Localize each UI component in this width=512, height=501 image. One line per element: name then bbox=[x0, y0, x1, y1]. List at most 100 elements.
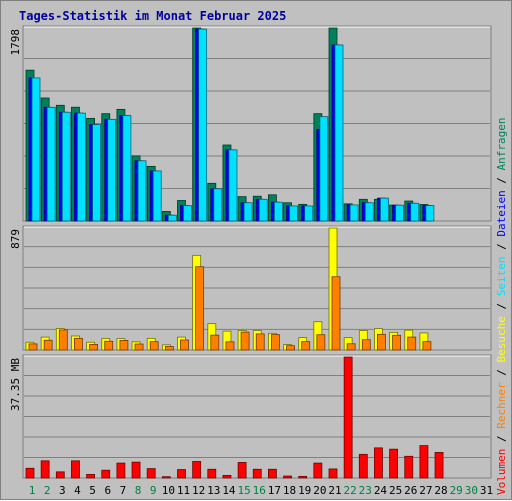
x-tick-label-day-4: 4 bbox=[74, 484, 81, 497]
x-tick-label-day-28: 28 bbox=[434, 484, 447, 497]
x-tick-label-day-30: 30 bbox=[465, 484, 478, 497]
x-tick-label-day-21: 21 bbox=[328, 484, 341, 497]
bar-seiten-day-12 bbox=[198, 28, 208, 222]
bar-volumen-day-16 bbox=[252, 468, 262, 479]
chart-panels: 1798 879 37.35 MB bbox=[9, 25, 492, 479]
x-tick-label-day-20: 20 bbox=[313, 484, 326, 497]
bar-volumen-day-19 bbox=[298, 475, 308, 479]
bar-volumen-day-1 bbox=[25, 467, 35, 479]
bar-seiten-day-11 bbox=[183, 205, 192, 222]
x-tick-label-day-31: 31 bbox=[480, 484, 493, 497]
x-tick-label-day-16: 16 bbox=[253, 484, 266, 497]
bar-volumen-day-13 bbox=[207, 468, 217, 479]
bar-seiten-day-9 bbox=[152, 170, 162, 222]
legend-item-dateien: Dateien bbox=[495, 190, 508, 236]
bar-volumen-day-10 bbox=[161, 476, 171, 479]
bar-volumen-day-9 bbox=[146, 468, 156, 479]
x-tick-label-day-12: 12 bbox=[192, 484, 205, 497]
bar-rechner-day-4 bbox=[74, 337, 83, 351]
legend-separator: / bbox=[495, 296, 508, 316]
legend-item-seiten: Seiten bbox=[495, 257, 508, 297]
x-tick-label-day-3: 3 bbox=[59, 484, 66, 497]
bar-rechner-day-12 bbox=[195, 266, 205, 351]
bar-volumen-day-3 bbox=[55, 471, 65, 479]
bar-volumen-day-5 bbox=[86, 474, 95, 479]
bar-volumen-day-26 bbox=[404, 455, 414, 479]
bar-rechner-day-17 bbox=[270, 334, 280, 351]
bar-volumen-day-7 bbox=[116, 462, 126, 479]
x-tick-label-day-29: 29 bbox=[450, 484, 463, 497]
bar-rechner-day-5 bbox=[89, 344, 98, 351]
x-tick-label-day-6: 6 bbox=[104, 484, 111, 497]
bar-rechner-day-15 bbox=[240, 331, 250, 351]
bar-volumen-day-21 bbox=[328, 468, 338, 479]
x-tick-label-day-15: 15 bbox=[237, 484, 250, 497]
bar-seiten-day-20 bbox=[319, 116, 329, 222]
bar-rechner-day-24 bbox=[377, 333, 386, 351]
bar-rechner-day-11 bbox=[180, 339, 189, 351]
x-tick-label-day-13: 13 bbox=[207, 484, 220, 497]
x-tick-label-day-19: 19 bbox=[298, 484, 311, 497]
bar-rechner-day-13 bbox=[210, 334, 220, 351]
bar-volumen-day-22 bbox=[343, 356, 353, 479]
legend-item-besuche: Besuche bbox=[495, 316, 508, 362]
bar-volumen-day-15 bbox=[237, 462, 247, 479]
x-tick-label-day-2: 2 bbox=[44, 484, 51, 497]
legend-separator: / bbox=[495, 237, 508, 257]
x-tick-label-day-18: 18 bbox=[283, 484, 296, 497]
x-tick-label-day-10: 10 bbox=[162, 484, 175, 497]
panel-middle-ymax-label: 879 bbox=[9, 229, 22, 249]
bar-rechner-day-16 bbox=[255, 333, 265, 351]
legend-separator: / bbox=[495, 363, 508, 383]
x-tick-label-day-25: 25 bbox=[389, 484, 402, 497]
bar-volumen-day-2 bbox=[40, 460, 50, 479]
x-axis-labels: 1 2 3 4 5 6 7 8 9 10 11 12 13 14 15 16 17 18 19 20 21 22 23 24 2… bbox=[29, 484, 493, 497]
bar-seiten-day-13 bbox=[213, 188, 223, 222]
bar-seiten-day-3 bbox=[61, 111, 71, 222]
bar-seiten-day-14 bbox=[228, 149, 238, 222]
x-tick-label-day-9: 9 bbox=[150, 484, 157, 497]
bar-seiten-day-5 bbox=[92, 124, 101, 222]
bar-seiten-day-15 bbox=[243, 202, 253, 222]
bar-seiten-day-22 bbox=[349, 204, 359, 222]
bar-rechner-day-25 bbox=[392, 334, 402, 351]
bar-seiten-day-17 bbox=[273, 201, 283, 222]
bar-rechner-day-8 bbox=[134, 343, 144, 351]
legend-separator: / bbox=[495, 429, 508, 449]
legend-item-rechner: Rechner bbox=[495, 382, 508, 429]
bar-volumen-day-6 bbox=[101, 469, 111, 479]
bar-seiten-day-10 bbox=[167, 214, 177, 222]
bar-seiten-day-23 bbox=[364, 202, 374, 222]
legend-item-volumen: Volumen bbox=[495, 449, 508, 495]
x-tick-label-day-11: 11 bbox=[177, 484, 190, 497]
bar-rechner-day-3 bbox=[58, 329, 68, 351]
x-tick-label-day-17: 17 bbox=[268, 484, 281, 497]
bar-seiten-day-16 bbox=[258, 198, 268, 222]
bar-rechner-day-19 bbox=[301, 341, 311, 351]
bar-rechner-day-20 bbox=[316, 334, 326, 351]
bar-seiten-day-18 bbox=[289, 205, 298, 222]
panel-top: 1798 bbox=[9, 25, 492, 222]
bar-volumen-day-25 bbox=[389, 448, 399, 479]
x-tick-label-day-26: 26 bbox=[404, 484, 417, 497]
legend-text: Volumen / Rechner / Besuche / Seiten / D… bbox=[495, 117, 508, 495]
x-tick-label-day-8: 8 bbox=[135, 484, 142, 497]
bar-volumen-day-24 bbox=[374, 447, 383, 479]
panel-top-ymax-label: 1798 bbox=[9, 29, 22, 56]
bar-volumen-day-18 bbox=[283, 475, 292, 479]
bar-seiten-day-4 bbox=[77, 112, 86, 222]
panel-middle: 879 bbox=[9, 225, 492, 351]
bar-rechner-day-9 bbox=[149, 341, 159, 351]
panel-bottom-ymax-label: 37.35 MB bbox=[9, 358, 22, 411]
bar-volumen-day-4 bbox=[71, 460, 80, 479]
bar-rechner-day-23 bbox=[361, 339, 371, 351]
bar-rechner-day-22 bbox=[346, 343, 356, 351]
bar-rechner-day-6 bbox=[104, 340, 114, 351]
bar-rechner-day-1 bbox=[28, 343, 38, 351]
bar-seiten-day-2 bbox=[46, 106, 56, 222]
bar-volumen-day-12 bbox=[192, 461, 202, 479]
x-tick-label-day-23: 23 bbox=[359, 484, 372, 497]
x-tick-label-day-27: 27 bbox=[419, 484, 432, 497]
x-tick-label-day-24: 24 bbox=[374, 484, 388, 497]
